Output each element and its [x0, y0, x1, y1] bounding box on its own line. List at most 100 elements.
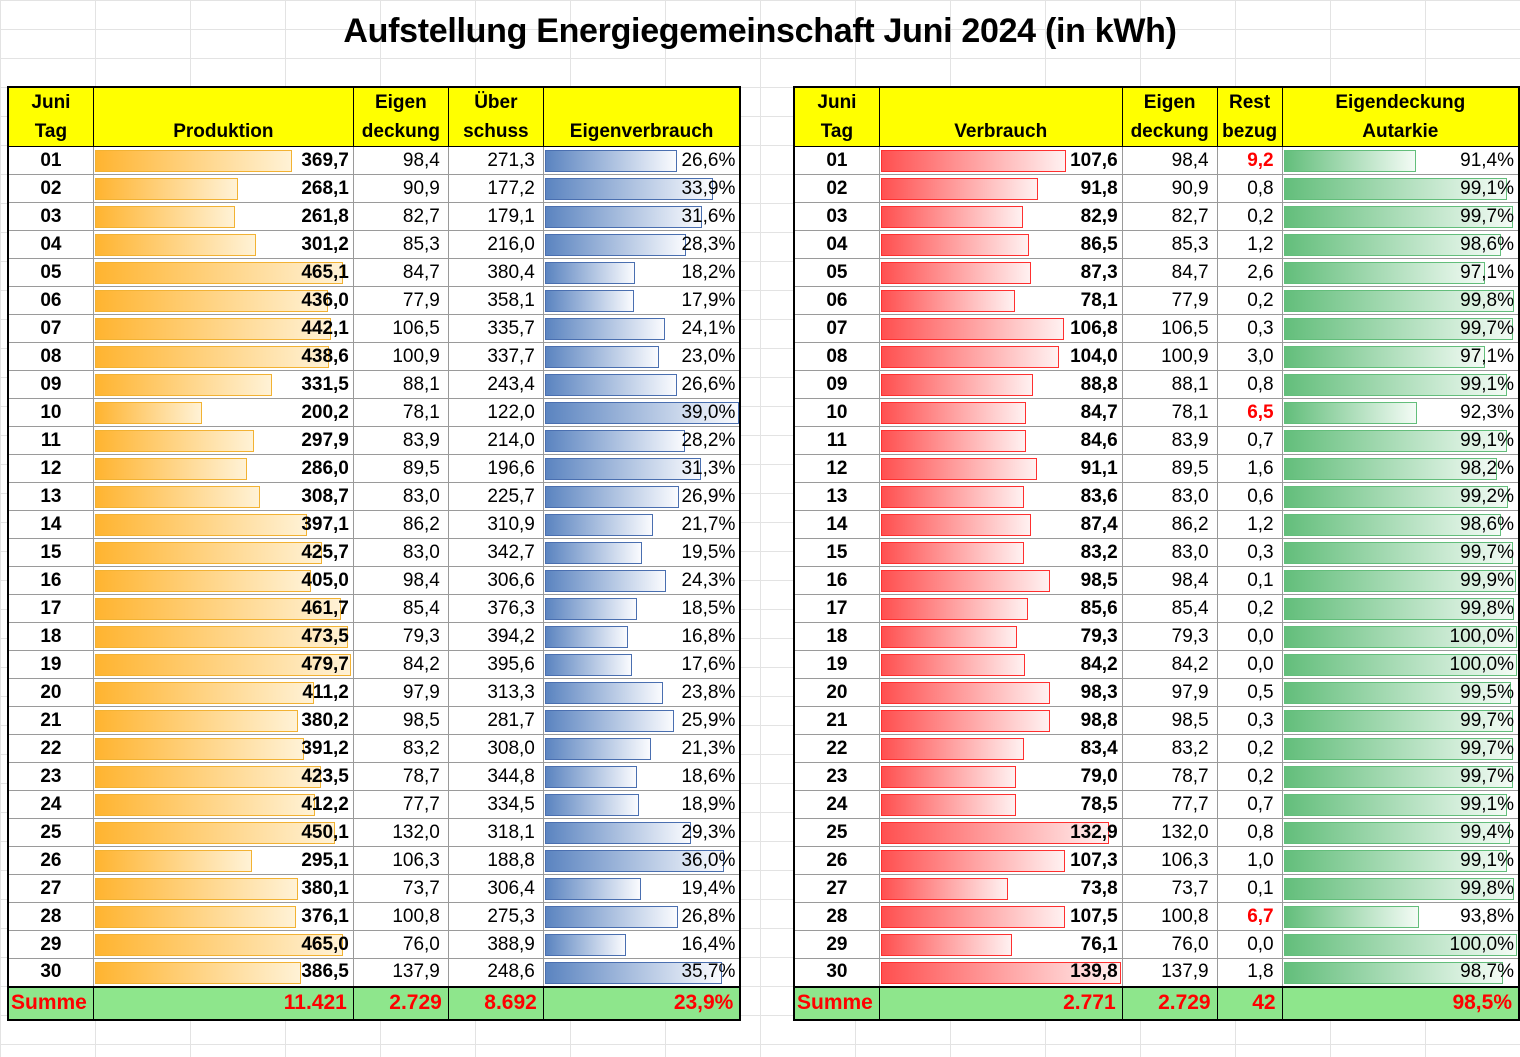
produktion-cell-bar	[94, 262, 344, 284]
table-row: 17 85,6 85,4 0,2 99,8%	[793, 594, 1520, 623]
verbrauch-cell-bar	[880, 318, 1065, 340]
produktion-cell-bar	[94, 346, 329, 368]
verbrauch-cell-bar	[880, 234, 1030, 256]
autarkie-cell-value: 99,2%	[1460, 485, 1514, 507]
ueberschuss-cell: 281,7	[447, 706, 544, 735]
day-cell: 29	[7, 930, 94, 959]
day-cell: 08	[793, 342, 880, 371]
eigenverbrauch-cell-bar	[544, 682, 664, 704]
consumption-header-row: Juni Tag Verbrauch Eigen deckung Rest bezug…	[793, 86, 1520, 147]
eigenverbrauch-cell: 26,9%	[542, 482, 741, 511]
produktion-cell-value: 295,1	[301, 849, 349, 871]
produktion-cell: 436,0	[92, 286, 354, 315]
eigenverbrauch-cell: 24,1%	[542, 314, 741, 343]
autarkie-cell-value: 99,7%	[1460, 317, 1514, 339]
produktion-cell-value: 465,0	[301, 933, 349, 955]
table-row: 02 268,1 90,9 177,2 33,9%	[7, 174, 741, 203]
produktion-cell: 473,5	[92, 622, 354, 651]
restbezug-cell: 3,0	[1216, 342, 1283, 371]
produktion-cell-bar	[94, 206, 235, 228]
day-cell: 04	[793, 230, 880, 259]
day-cell: 25	[7, 818, 94, 847]
autarkie-cell-value: 99,5%	[1460, 681, 1514, 703]
restbezug-cell: 1,0	[1216, 846, 1283, 875]
table-row: 03 261,8 82,7 179,1 31,6%	[7, 202, 741, 231]
verbrauch-cell-value: 107,6	[1070, 149, 1118, 171]
table-row: 09 88,8 88,1 0,8 99,1%	[793, 370, 1520, 399]
restbezug-cell: 0,5	[1216, 678, 1283, 707]
eigenverbrauch-cell-value: 19,5%	[681, 541, 736, 563]
eigendeckung-cell: 85,4	[1121, 594, 1218, 623]
eigendeckung-cell: 106,3	[352, 846, 449, 875]
verbrauch-cell: 79,0	[878, 762, 1123, 791]
autarkie-cell-value: 99,1%	[1460, 373, 1514, 395]
restbezug-cell: 0,7	[1216, 790, 1283, 819]
produktion-cell-value: 442,1	[301, 317, 349, 339]
production-header-row: Juni Tag Produktion Eigen deckung Über schu…	[7, 86, 741, 147]
produktion-cell: 425,7	[92, 538, 354, 567]
eigenverbrauch-cell-value: 26,6%	[681, 149, 736, 171]
produktion-cell-value: 438,6	[301, 345, 349, 367]
autarkie-cell-value: 93,8%	[1460, 905, 1514, 927]
produktion-cell-value: 369,7	[301, 149, 349, 171]
autarkie-cell-bar	[1283, 290, 1515, 312]
ueberschuss-cell: 179,1	[447, 202, 544, 231]
autarkie-cell-bar	[1283, 374, 1507, 396]
verbrauch-cell-bar	[880, 290, 1015, 312]
autarkie-cell-bar	[1283, 514, 1502, 536]
autarkie-cell: 99,1%	[1281, 426, 1520, 455]
produktion-cell: 308,7	[92, 482, 354, 511]
verbrauch-cell-value: 83,4	[1080, 737, 1118, 759]
verbrauch-cell-bar	[880, 570, 1050, 592]
eigendeckung-cell: 86,2	[352, 510, 449, 539]
sum-label: Summe	[7, 985, 94, 1020]
eigendeckung-cell: 78,7	[352, 762, 449, 791]
verbrauch-cell: 84,6	[878, 426, 1123, 455]
ueberschuss-cell: 306,4	[447, 874, 544, 903]
verbrauch-cell-bar	[880, 822, 1109, 844]
eigenverbrauch-cell-value: 18,2%	[681, 261, 736, 283]
autarkie-cell-value: 100,0%	[1449, 653, 1514, 675]
day-cell: 18	[793, 622, 880, 651]
eigendeckung-cell: 76,0	[1121, 930, 1218, 959]
verbrauch-cell: 107,3	[878, 846, 1123, 875]
produktion-cell: 386,5	[92, 958, 354, 987]
sum-verbrauch: 2.771	[878, 985, 1123, 1020]
produktion-cell-value: 412,2	[301, 793, 349, 815]
ueberschuss-cell: 380,4	[447, 258, 544, 287]
verbrauch-cell-bar	[880, 486, 1025, 508]
sum-eigendeckung: 2.729	[352, 985, 449, 1020]
eigendeckung-cell: 98,4	[352, 146, 449, 175]
day-cell: 04	[7, 230, 94, 259]
verbrauch-cell-value: 78,1	[1080, 289, 1118, 311]
verbrauch-cell-value: 79,0	[1080, 765, 1118, 787]
verbrauch-cell-value: 79,3	[1080, 625, 1118, 647]
produktion-cell-bar	[94, 542, 323, 564]
table-row: 01 107,6 98,4 9,2 91,4%	[793, 146, 1520, 175]
verbrauch-cell: 106,8	[878, 314, 1123, 343]
produktion-cell-value: 200,2	[301, 401, 349, 423]
table-row: 18 473,5 79,3 394,2 16,8%	[7, 622, 741, 651]
table-row: 22 83,4 83,2 0,2 99,7%	[793, 734, 1520, 763]
eigenverbrauch-cell-bar	[544, 374, 678, 396]
ueberschuss-cell: 306,6	[447, 566, 544, 595]
eigendeckung-cell: 106,3	[1121, 846, 1218, 875]
eigendeckung-cell: 98,4	[1121, 566, 1218, 595]
table-row: 11 84,6 83,9 0,7 99,1%	[793, 426, 1520, 455]
eigendeckung-cell: 98,5	[352, 706, 449, 735]
eigendeckung-cell: 89,5	[1121, 454, 1218, 483]
verbrauch-cell-value: 91,8	[1080, 177, 1118, 199]
day-cell: 01	[7, 146, 94, 175]
eigenverbrauch-cell-bar	[544, 710, 674, 732]
ueberschuss-cell: 342,7	[447, 538, 544, 567]
restbezug-cell: 1,2	[1216, 510, 1283, 539]
produktion-cell-bar	[94, 318, 331, 340]
verbrauch-cell-value: 87,3	[1080, 261, 1118, 283]
ueberschuss-cell: 216,0	[447, 230, 544, 259]
table-row: 10 84,7 78,1 6,5 92,3%	[793, 398, 1520, 427]
autarkie-cell-bar	[1283, 234, 1502, 256]
verbrauch-cell-bar	[880, 458, 1038, 480]
eigenverbrauch-cell: 35,7%	[542, 958, 741, 987]
autarkie-cell: 99,7%	[1281, 762, 1520, 791]
produktion-cell: 391,2	[92, 734, 354, 763]
